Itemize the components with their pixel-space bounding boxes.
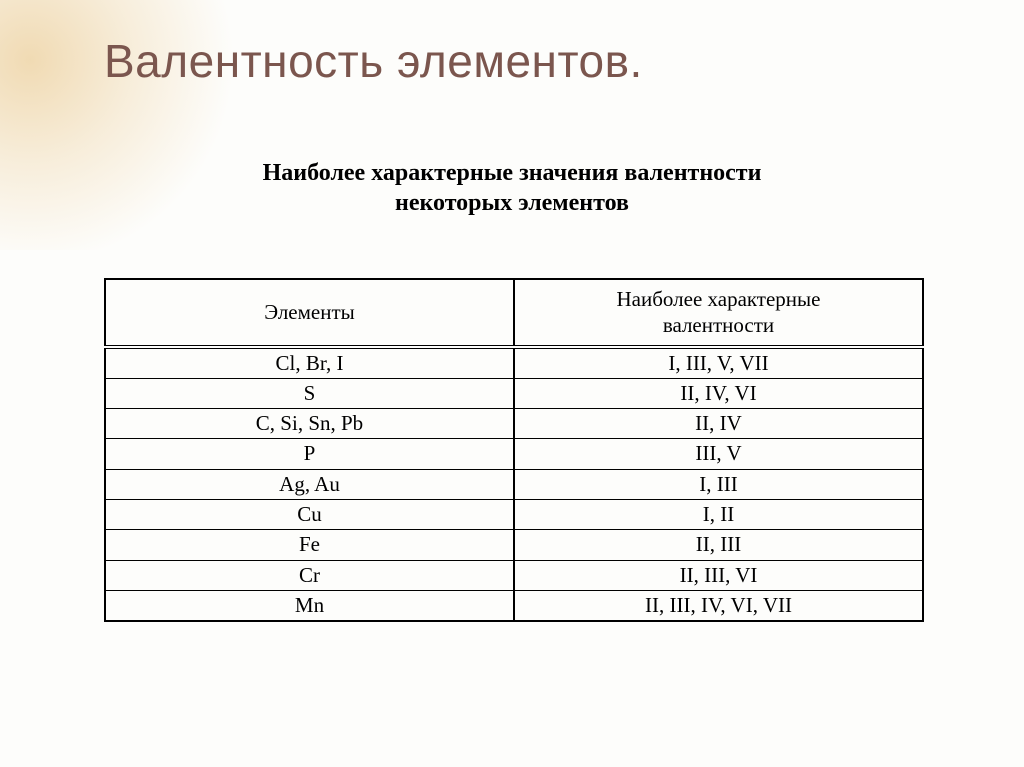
table-row: S II, IV, VI bbox=[105, 378, 923, 408]
cell-elements: Mn bbox=[105, 590, 514, 621]
table-row: Cu I, II bbox=[105, 499, 923, 529]
subtitle-line-1: Наиболее характерные значения валентност… bbox=[0, 158, 1024, 188]
valency-table-wrap: Элементы Наиболее характерныевалентности… bbox=[104, 278, 924, 622]
cell-valency: III, V bbox=[514, 439, 923, 469]
table-row: P III, V bbox=[105, 439, 923, 469]
cell-valency: II, III bbox=[514, 530, 923, 560]
col-header-valency: Наиболее характерныевалентности bbox=[514, 279, 923, 347]
table-row: Mn II, III, IV, VI, VII bbox=[105, 590, 923, 621]
cell-valency: II, III, IV, VI, VII bbox=[514, 590, 923, 621]
cell-elements: S bbox=[105, 378, 514, 408]
cell-valency: II, IV, VI bbox=[514, 378, 923, 408]
cell-elements: Cu bbox=[105, 499, 514, 529]
cell-valency: II, IV bbox=[514, 409, 923, 439]
table-row: Cr II, III, VI bbox=[105, 560, 923, 590]
subtitle-line-2: некоторых элементов bbox=[0, 188, 1024, 218]
table-row: Ag, Au I, III bbox=[105, 469, 923, 499]
cell-elements: Cr bbox=[105, 560, 514, 590]
table-header-row: Элементы Наиболее характерныевалентности bbox=[105, 279, 923, 347]
col-header-elements: Элементы bbox=[105, 279, 514, 347]
cell-elements: Ag, Au bbox=[105, 469, 514, 499]
subtitle-block: Наиболее характерные значения валентност… bbox=[0, 158, 1024, 218]
cell-elements: Fe bbox=[105, 530, 514, 560]
cell-valency: I, III, V, VII bbox=[514, 347, 923, 379]
table-row: C, Si, Sn, Pb II, IV bbox=[105, 409, 923, 439]
table-row: Fe II, III bbox=[105, 530, 923, 560]
cell-elements: Cl, Br, I bbox=[105, 347, 514, 379]
cell-valency: I, III bbox=[514, 469, 923, 499]
cell-elements: P bbox=[105, 439, 514, 469]
valency-table: Элементы Наиболее характерныевалентности… bbox=[104, 278, 924, 622]
table-row: Cl, Br, I I, III, V, VII bbox=[105, 347, 923, 379]
cell-elements: C, Si, Sn, Pb bbox=[105, 409, 514, 439]
slide-title: Валентность элементов. bbox=[104, 34, 643, 88]
cell-valency: II, III, VI bbox=[514, 560, 923, 590]
cell-valency: I, II bbox=[514, 499, 923, 529]
